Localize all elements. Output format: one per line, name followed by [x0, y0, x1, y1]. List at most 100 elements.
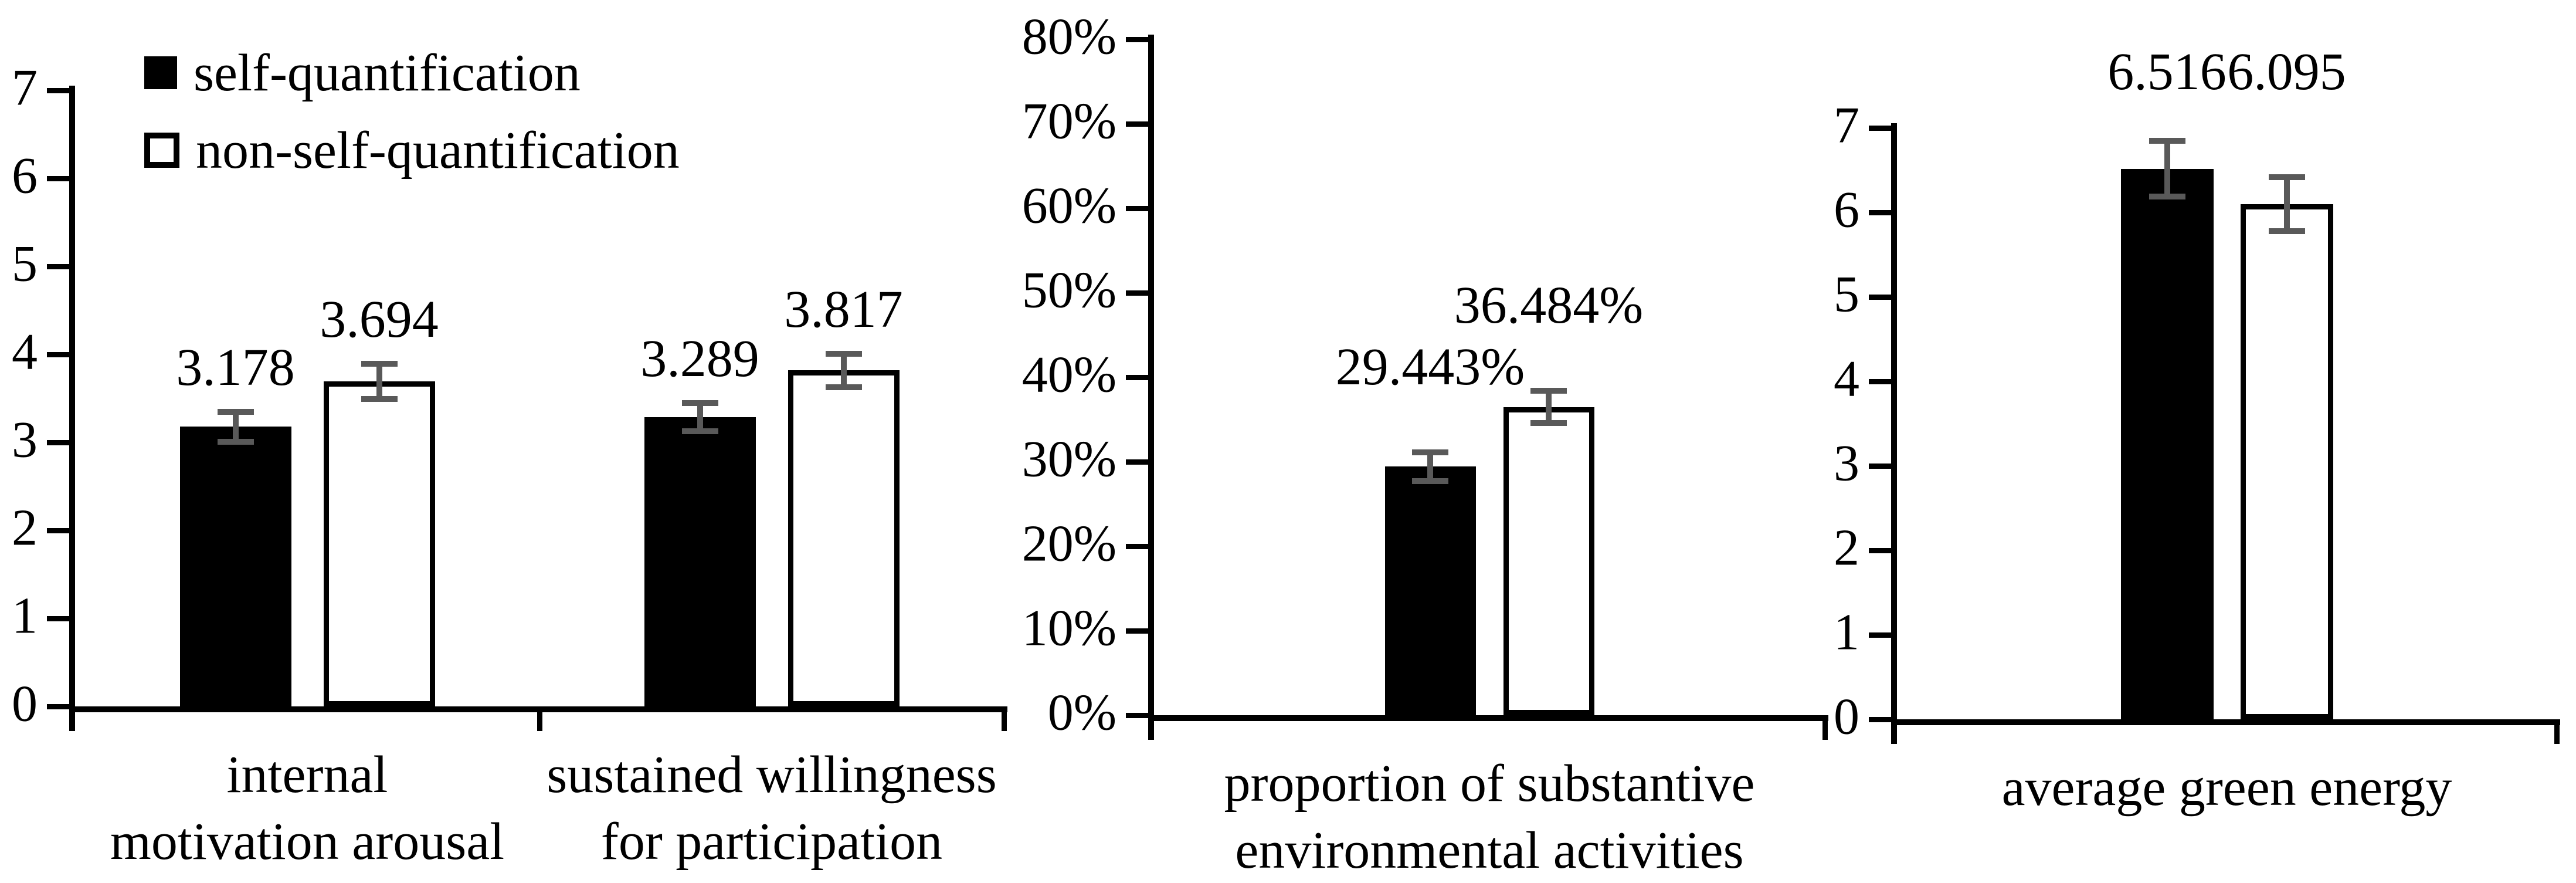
error-bar-cap-bottom [361, 395, 398, 402]
value-label: 3.178 [176, 338, 295, 397]
category-label-line: motivation arousal [110, 813, 505, 871]
error-bar-cap-bottom [2268, 228, 2305, 235]
error-bar-cap-bottom [825, 384, 862, 390]
y-tick-label: 5 [1834, 266, 1859, 323]
y-tick-mark [1869, 379, 1891, 384]
y-tick-mark [1869, 548, 1891, 553]
category-label: sustained willingness for participation [547, 742, 996, 875]
error-bar-cap-top [1530, 388, 1567, 394]
y-tick-label: 5 [12, 235, 38, 293]
y-tick-label: 60% [1021, 177, 1116, 235]
y-tick-mark [47, 704, 69, 709]
value-label: 3.289 [640, 329, 759, 388]
y-axis [69, 86, 75, 731]
y-tick-label: 4 [1834, 350, 1859, 408]
legend-item: non-self-quantification [144, 111, 680, 189]
y-tick-mark [1126, 290, 1148, 296]
x-axis [1891, 719, 2560, 725]
y-tick-mark [1869, 717, 1891, 722]
y-tick-mark [1869, 464, 1891, 469]
error-bar-cap-top [825, 350, 862, 357]
bar-non-self-quantification [1503, 407, 1594, 715]
category-label-line: sustained willingness [547, 746, 997, 804]
error-bar-cap-top [2149, 138, 2185, 144]
bar-non-self-quantification [788, 370, 900, 706]
error-bar [232, 411, 239, 442]
legend-label: non-self-quantification [196, 121, 680, 180]
legend-label: self-quantification [194, 43, 581, 102]
y-tick-label: 50% [1021, 262, 1116, 319]
error-bar [1546, 391, 1552, 423]
x-tick-mark [1002, 712, 1007, 731]
y-tick-label: 1 [1834, 604, 1859, 661]
error-bar-cap-top [217, 408, 254, 415]
category-label-line: internal [226, 746, 388, 804]
error-bar [697, 402, 703, 431]
category-label: proportion of substantive environmental a… [1224, 750, 1755, 883]
category-label-line: environmental activities [1235, 821, 1744, 879]
x-axis [69, 706, 1007, 712]
error-bar [1427, 452, 1433, 481]
legend-item: self-quantification [144, 34, 680, 111]
y-tick-mark [1126, 713, 1148, 718]
error-bar-cap-bottom [681, 428, 718, 434]
error-bar-cap-top [2268, 174, 2305, 181]
error-bar [376, 363, 382, 399]
bar-non-self-quantification [2240, 204, 2333, 719]
chart-motivation-and-willingness: 0 1 2 3 4 5 6 7 3.178 3.289 3.694 3.817 internal moti… [12, 62, 1007, 871]
y-tick-label: 7 [12, 59, 38, 117]
y-tick-mark [47, 88, 69, 93]
y-tick-label: 6 [12, 147, 38, 205]
category-label-line: proportion of substantive [1224, 755, 1755, 813]
category-label: average green energy [2002, 755, 2452, 821]
chart-average-green-energy: 0 1 2 3 4 5 6 7 6.516 6.095 average green energy [1834, 45, 2560, 817]
bar-self-quantification [2120, 168, 2214, 719]
y-tick-label: 20% [1021, 515, 1116, 573]
y-tick-label: 0% [1047, 684, 1116, 742]
y-tick-label: 4 [12, 323, 38, 381]
y-axis [1148, 35, 1154, 740]
y-tick-label: 0 [1834, 688, 1859, 746]
y-tick-mark [47, 264, 69, 269]
x-tick-mark [537, 712, 542, 731]
category-label-line: for participation [600, 813, 943, 871]
y-tick-label: 10% [1021, 600, 1116, 657]
y-tick-mark [1126, 121, 1148, 127]
legend: self-quantification non-self-quantificati… [144, 34, 680, 189]
y-tick-mark [47, 352, 69, 357]
value-label: 3.817 [784, 280, 903, 339]
y-tick-mark [47, 176, 69, 181]
error-bar-cap-bottom [1530, 420, 1567, 426]
x-tick-mark [1822, 721, 1828, 740]
x-tick-mark [2554, 725, 2560, 744]
bar-non-self-quantification [323, 381, 435, 706]
bar-self-quantification [179, 427, 291, 706]
y-tick-mark [47, 616, 69, 621]
error-bar [840, 353, 847, 387]
error-bar-cap-bottom [217, 438, 254, 445]
bar-self-quantification [644, 417, 756, 706]
y-tick-mark [1869, 632, 1891, 638]
open-square-swatch-icon [144, 133, 179, 168]
category-label: internal motivation arousal [110, 742, 504, 875]
y-tick-mark [1869, 210, 1891, 215]
y-tick-mark [1126, 37, 1148, 42]
category-label-line: average green energy [2001, 759, 2452, 817]
y-tick-label: 7 [1834, 97, 1859, 154]
y-tick-mark [47, 440, 69, 445]
y-tick-mark [1126, 628, 1148, 634]
error-bar-cap-top [681, 400, 718, 406]
y-tick-label: 2 [12, 499, 38, 557]
y-tick-mark [1869, 295, 1891, 300]
y-tick-label: 0 [12, 675, 38, 733]
y-tick-mark [1126, 544, 1148, 549]
error-bar-cap-bottom [2149, 194, 2185, 200]
filled-square-swatch-icon [144, 56, 177, 89]
value-label: 36.484% [1454, 276, 1644, 335]
y-tick-label: 2 [1834, 519, 1859, 577]
x-axis [1148, 715, 1828, 721]
value-label: 3.694 [320, 290, 439, 349]
y-tick-mark [47, 528, 69, 533]
y-tick-label: 6 [1834, 181, 1859, 239]
